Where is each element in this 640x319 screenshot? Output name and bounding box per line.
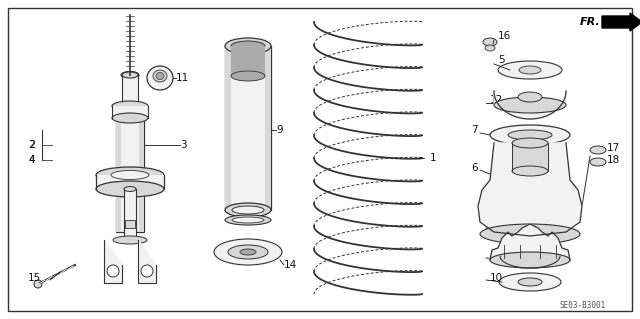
Bar: [124, 189, 136, 240]
Ellipse shape: [518, 278, 542, 286]
Bar: [225, 46, 231, 210]
Text: FR.: FR.: [580, 17, 601, 27]
Text: 11: 11: [176, 73, 189, 83]
Ellipse shape: [116, 104, 144, 112]
Text: 14: 14: [284, 260, 297, 270]
Bar: [231, 46, 265, 76]
Bar: [520, 215, 540, 245]
Bar: [139, 108, 144, 232]
Text: 2: 2: [28, 140, 35, 150]
Bar: [96, 175, 164, 189]
Ellipse shape: [96, 167, 164, 183]
Text: 10: 10: [490, 273, 503, 283]
Ellipse shape: [500, 252, 560, 268]
Ellipse shape: [519, 66, 541, 74]
Ellipse shape: [494, 97, 566, 113]
Ellipse shape: [520, 241, 540, 249]
Text: 4: 4: [28, 155, 35, 165]
Polygon shape: [500, 256, 560, 268]
Ellipse shape: [153, 70, 167, 82]
Text: 1: 1: [430, 153, 436, 163]
Ellipse shape: [147, 66, 173, 90]
Circle shape: [141, 265, 153, 277]
Circle shape: [107, 265, 119, 277]
Circle shape: [34, 280, 42, 288]
Ellipse shape: [228, 245, 268, 259]
Polygon shape: [104, 240, 122, 283]
Polygon shape: [138, 240, 156, 283]
Ellipse shape: [515, 250, 545, 262]
Ellipse shape: [231, 41, 265, 51]
Ellipse shape: [508, 130, 552, 140]
FancyArrow shape: [602, 13, 640, 31]
Ellipse shape: [122, 107, 138, 113]
Polygon shape: [490, 224, 570, 260]
Polygon shape: [478, 143, 582, 236]
Text: 12: 12: [490, 250, 503, 260]
Ellipse shape: [231, 71, 265, 81]
Bar: [125, 220, 135, 228]
Text: 18: 18: [607, 155, 620, 165]
Ellipse shape: [483, 38, 497, 46]
Text: 8: 8: [490, 220, 497, 230]
Text: 2: 2: [29, 140, 35, 150]
Ellipse shape: [225, 38, 271, 54]
Ellipse shape: [590, 158, 606, 166]
Ellipse shape: [520, 211, 540, 219]
Text: 3: 3: [180, 140, 187, 150]
Text: 15: 15: [28, 273, 41, 283]
Ellipse shape: [240, 249, 256, 255]
Text: 13: 13: [490, 210, 503, 220]
Ellipse shape: [112, 113, 148, 123]
Ellipse shape: [512, 166, 548, 176]
Text: SE03-B3001: SE03-B3001: [560, 300, 606, 309]
Ellipse shape: [112, 101, 148, 111]
Ellipse shape: [490, 125, 570, 145]
Text: 4: 4: [29, 155, 35, 165]
Ellipse shape: [498, 61, 562, 79]
Ellipse shape: [111, 170, 149, 180]
Bar: [265, 46, 271, 210]
Ellipse shape: [232, 217, 264, 223]
Bar: [225, 46, 271, 210]
Ellipse shape: [499, 273, 561, 291]
Bar: [512, 143, 548, 171]
Ellipse shape: [512, 138, 548, 148]
Text: 5: 5: [498, 55, 504, 65]
Polygon shape: [494, 91, 566, 119]
Ellipse shape: [122, 72, 138, 78]
Text: 9: 9: [276, 125, 283, 135]
Ellipse shape: [121, 71, 139, 78]
Text: 16: 16: [498, 31, 511, 41]
Ellipse shape: [113, 236, 147, 244]
Ellipse shape: [225, 215, 271, 225]
Ellipse shape: [490, 252, 570, 268]
Ellipse shape: [225, 203, 271, 217]
Bar: [116, 108, 144, 232]
Text: 12: 12: [490, 95, 503, 105]
Ellipse shape: [156, 72, 164, 79]
Bar: [122, 75, 138, 110]
Text: 7: 7: [472, 125, 478, 135]
Ellipse shape: [590, 146, 606, 154]
Text: 6: 6: [472, 163, 478, 173]
Ellipse shape: [480, 224, 580, 244]
Text: 17: 17: [607, 143, 620, 153]
Ellipse shape: [124, 187, 136, 191]
Bar: [116, 108, 121, 232]
Ellipse shape: [485, 45, 495, 51]
Ellipse shape: [232, 206, 264, 214]
Ellipse shape: [96, 181, 164, 197]
Ellipse shape: [518, 92, 542, 102]
Bar: [112, 106, 148, 118]
Ellipse shape: [214, 239, 282, 265]
